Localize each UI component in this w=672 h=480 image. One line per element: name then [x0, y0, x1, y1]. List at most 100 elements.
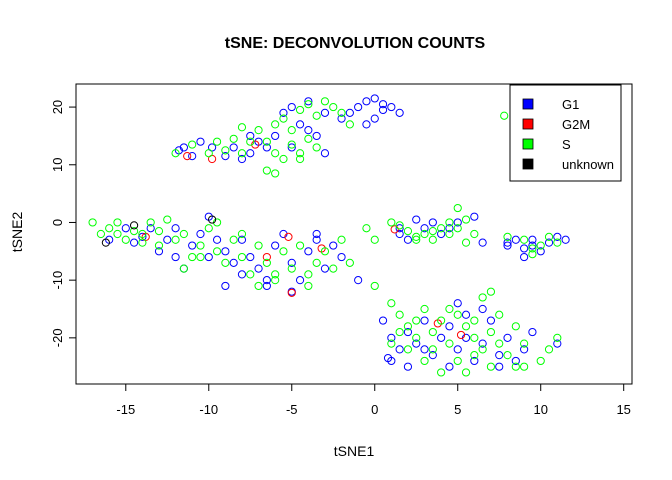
point-g1	[246, 252, 255, 262]
point-s	[287, 140, 296, 149]
point-g2m	[284, 232, 293, 241]
point-g1	[378, 100, 388, 109]
legend-swatch-g1	[522, 98, 534, 110]
point-g1	[271, 131, 280, 141]
point-s	[420, 356, 429, 366]
point-s	[445, 218, 454, 227]
point-g1	[403, 362, 413, 371]
y-tick-label: 10	[50, 158, 65, 172]
point-g1	[461, 333, 471, 342]
point-s	[271, 120, 280, 129]
point-s	[262, 166, 271, 175]
point-g1	[511, 235, 520, 244]
chart-title: tSNE: DECONVOLUTION COUNTS	[225, 35, 486, 52]
point-s	[461, 215, 471, 224]
point-s	[437, 224, 446, 233]
point-s	[320, 247, 330, 256]
point-s	[478, 293, 487, 302]
point-s	[113, 218, 122, 227]
point-s	[520, 339, 529, 348]
point-g1	[478, 339, 487, 348]
point-s	[428, 327, 437, 337]
point-s	[163, 215, 172, 224]
point-g1	[154, 247, 164, 256]
x-tick-label: 0	[371, 402, 378, 417]
y-axis-label: tSNE2	[9, 212, 25, 253]
point-s	[403, 345, 413, 354]
point-s	[212, 247, 222, 256]
point-s	[470, 333, 479, 342]
point-s	[387, 218, 396, 227]
point-s	[503, 232, 512, 241]
point-g1	[412, 339, 421, 348]
point-g1	[345, 108, 354, 117]
point-s	[204, 149, 213, 158]
legend-label-g1: G1	[562, 97, 579, 112]
point-g1	[312, 235, 321, 244]
point-g1	[221, 247, 230, 256]
point-g1	[312, 229, 321, 239]
point-s	[295, 154, 305, 164]
point-g1	[146, 224, 155, 233]
point-s	[470, 229, 479, 239]
point-g1	[196, 229, 205, 239]
point-s	[544, 232, 554, 241]
point-s	[221, 146, 230, 155]
point-g1	[337, 114, 346, 123]
point-s	[387, 339, 396, 348]
x-tick-label: -5	[286, 402, 298, 417]
point-s	[553, 333, 562, 342]
point-s	[204, 224, 213, 233]
point-g1	[295, 276, 305, 285]
point-g1	[188, 152, 197, 161]
point-g1	[337, 252, 346, 262]
point-s	[403, 227, 413, 236]
point-s	[246, 270, 255, 279]
point-s	[171, 149, 180, 158]
point-g2m	[262, 252, 271, 262]
point-g1	[553, 339, 562, 348]
point-s	[146, 218, 155, 227]
point-s	[420, 304, 429, 314]
point-s	[420, 229, 429, 239]
point-s	[329, 102, 338, 112]
point-g1	[520, 345, 529, 354]
point-s	[129, 227, 139, 236]
point-s	[212, 218, 222, 227]
point-g1	[520, 252, 529, 262]
point-g2m	[456, 330, 466, 340]
point-s	[395, 310, 404, 319]
point-s	[138, 229, 147, 239]
point-s	[271, 276, 280, 285]
point-s	[295, 149, 305, 158]
point-s	[287, 126, 296, 135]
point-g1	[428, 351, 437, 360]
point-g1	[470, 356, 479, 366]
point-g1	[354, 102, 363, 112]
point-g1	[188, 241, 197, 250]
point-s	[196, 252, 205, 262]
point-s	[171, 235, 180, 244]
point-g1	[383, 353, 393, 363]
point-g1	[495, 362, 504, 371]
point-s	[445, 339, 454, 348]
point-g1	[279, 108, 288, 117]
point-g1	[262, 281, 271, 291]
point-g1	[453, 218, 462, 227]
point-g1	[237, 270, 247, 279]
point-s	[403, 322, 413, 331]
point-s	[304, 281, 313, 291]
point-s	[511, 322, 520, 331]
point-s	[478, 345, 487, 354]
point-s	[428, 235, 437, 244]
point-g1	[262, 276, 271, 285]
point-g1	[362, 97, 371, 106]
point-g1	[420, 345, 429, 354]
point-g1	[212, 235, 222, 244]
point-g1	[403, 235, 413, 244]
point-g1	[478, 238, 487, 247]
point-g1	[221, 152, 230, 161]
point-s	[544, 345, 554, 354]
point-s	[188, 252, 197, 262]
